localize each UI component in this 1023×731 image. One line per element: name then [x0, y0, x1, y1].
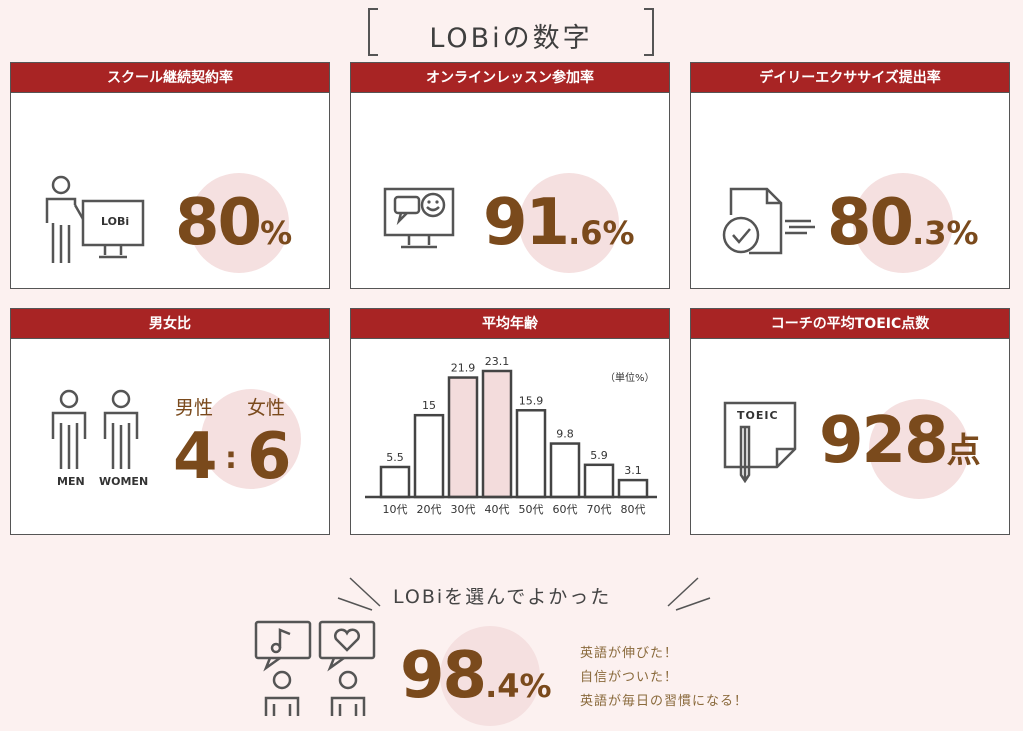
card-contract-rate: スクール継続契約率 LOBi 80% [10, 62, 330, 289]
card-header: 男女比 [11, 309, 329, 339]
card-gender-ratio: 男女比 MEN WOMEN 男性 女性 4 : 6 [10, 308, 330, 535]
card-toeic-score: コーチの平均TOEIC点数 TOEIC 928点 [690, 308, 1010, 535]
value-circle [440, 626, 540, 726]
ratio-separator: : [225, 441, 237, 476]
men-label: MEN [57, 475, 85, 488]
toeic-score-value: 928点 [819, 404, 981, 478]
unit-note: （単位%） [605, 373, 655, 384]
card-header: デイリーエクササイズ提出率 [691, 63, 1009, 93]
card-exercise-rate: デイリーエクササイズ提出率 80.3% [690, 62, 1010, 289]
male-label: 男性 [175, 397, 214, 419]
card-header: コーチの平均TOEIC点数 [691, 309, 1009, 339]
category-label: 20代 [417, 503, 442, 516]
value-circle [519, 173, 619, 273]
card-lesson-rate: オンラインレッスン参加率 91.6% [350, 62, 670, 289]
category-label: 50代 [519, 503, 544, 516]
bar-70代 [583, 463, 615, 499]
female-ratio: 6 [247, 420, 292, 494]
value-circle [189, 173, 289, 273]
lesson-rate-value: 91.6% [483, 186, 635, 260]
card-header: オンラインレッスン参加率 [351, 63, 669, 93]
card-header: 平均年齢 [351, 309, 669, 339]
happy-students-icon [254, 620, 376, 716]
female-label: 女性 [247, 397, 286, 419]
smile-monitor-icon [383, 187, 455, 249]
value-label: 23.1 [485, 355, 510, 368]
category-label: 80代 [621, 503, 646, 516]
bar-10代 [379, 465, 411, 499]
emphasis-lines-left [337, 577, 381, 611]
value-label: 21.9 [451, 362, 476, 375]
category-label: 30代 [451, 503, 476, 516]
value-circle [201, 389, 301, 489]
left-bracket [368, 8, 378, 56]
right-bracket [644, 8, 654, 56]
toeic-paper-icon [723, 401, 797, 483]
bar-80代 [617, 478, 649, 499]
contract-rate-value: 80% [175, 186, 293, 260]
value-label: 5.5 [386, 451, 404, 464]
bar-50代 [515, 409, 547, 499]
value-label: 15 [422, 399, 436, 412]
teacher-monitor-icon [45, 175, 145, 263]
value-label: 5.9 [590, 449, 608, 462]
value-label: 3.1 [624, 464, 642, 477]
value-circle [853, 173, 953, 273]
exercise-rate-value: 80.3% [827, 186, 979, 260]
card-average-age: 平均年齢 （単位%） 5.5 10代 15 20代 21.9 30代 23.1 40代 15.9… [350, 308, 670, 535]
section-title: LOBiの数字 [368, 8, 654, 56]
bar-30代 [447, 376, 479, 499]
page-title: LOBiの数字 [429, 23, 593, 54]
value-circle [869, 399, 969, 499]
category-label: 40代 [485, 503, 510, 516]
document-check-icon [722, 187, 815, 255]
monitor-label: LOBi [101, 215, 130, 228]
women-label: WOMEN [99, 475, 149, 488]
value-label: 15.9 [519, 394, 544, 407]
male-ratio: 4 [173, 420, 218, 494]
comment-3: 英語が毎日の習慣になる！ [580, 694, 749, 709]
category-label: 10代 [383, 503, 408, 516]
comment-1: 英語が伸びた！ [580, 646, 679, 661]
satisfaction-value: 98.4% [400, 639, 552, 713]
satisfaction-title: LOBiを選んでよかった [393, 586, 612, 608]
card-header: スクール継続契約率 [11, 63, 329, 93]
bar-20代 [413, 413, 445, 499]
toeic-icon-label: TOEIC [737, 409, 779, 422]
age-bar-chart: 5.5 10代 15 20代 21.9 30代 23.1 40代 15.9 50代 9.8 60代 5.… [365, 355, 657, 516]
people-icon [51, 389, 139, 469]
bar-60代 [549, 442, 581, 499]
comment-2: 自信がついた！ [580, 670, 679, 685]
category-label: 60代 [553, 503, 578, 516]
value-label: 9.8 [556, 428, 574, 441]
category-label: 70代 [587, 503, 612, 516]
bar-40代 [481, 369, 513, 499]
emphasis-lines-right [667, 577, 711, 611]
